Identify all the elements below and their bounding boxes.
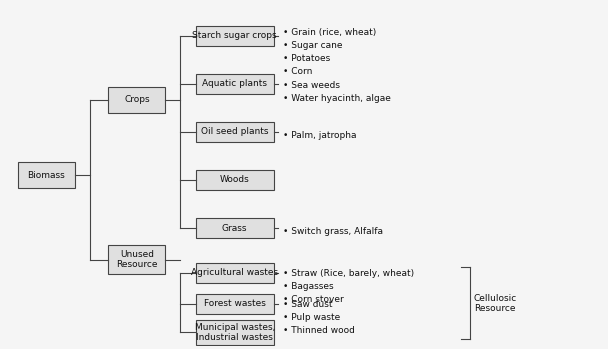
FancyBboxPatch shape <box>196 263 274 283</box>
Text: Forest wastes: Forest wastes <box>204 299 266 308</box>
Text: Cellulosic
Resource: Cellulosic Resource <box>474 294 517 313</box>
Text: • Water hyacinth, algae: • Water hyacinth, algae <box>283 94 391 103</box>
FancyBboxPatch shape <box>196 218 274 238</box>
Text: Woods: Woods <box>220 176 250 185</box>
Text: • Sugar cane: • Sugar cane <box>283 41 342 50</box>
Text: Grass: Grass <box>222 224 247 232</box>
Text: Starch sugar crops: Starch sugar crops <box>192 31 277 40</box>
Text: • Corn: • Corn <box>283 67 313 76</box>
Text: • Palm, jatropha: • Palm, jatropha <box>283 131 356 140</box>
FancyBboxPatch shape <box>196 170 274 190</box>
FancyBboxPatch shape <box>196 294 274 314</box>
Text: Agricultural wastes: Agricultural wastes <box>191 268 278 277</box>
Text: Municipal wastes,
Industrial wastes: Municipal wastes, Industrial wastes <box>195 323 275 342</box>
Text: • Sea weeds: • Sea weeds <box>283 81 340 90</box>
Text: • Thinned wood: • Thinned wood <box>283 326 355 335</box>
Text: • Switch grass, Alfalfa: • Switch grass, Alfalfa <box>283 227 383 236</box>
FancyBboxPatch shape <box>108 245 165 274</box>
FancyBboxPatch shape <box>108 87 165 113</box>
Text: Biomass: Biomass <box>27 171 65 180</box>
Text: Unused
Resource: Unused Resource <box>116 250 157 269</box>
FancyBboxPatch shape <box>18 163 75 188</box>
FancyBboxPatch shape <box>196 122 274 142</box>
FancyBboxPatch shape <box>196 26 274 46</box>
Text: • Corn stover: • Corn stover <box>283 295 344 304</box>
FancyBboxPatch shape <box>196 320 274 344</box>
Text: • Potatoes: • Potatoes <box>283 54 330 63</box>
Text: • Saw dust: • Saw dust <box>283 300 333 309</box>
FancyBboxPatch shape <box>196 74 274 94</box>
Text: • Straw (Rice, barely, wheat): • Straw (Rice, barely, wheat) <box>283 269 414 278</box>
Text: • Pulp waste: • Pulp waste <box>283 313 340 322</box>
Text: • Bagasses: • Bagasses <box>283 282 334 291</box>
Text: • Grain (rice, wheat): • Grain (rice, wheat) <box>283 28 376 37</box>
Text: Crops: Crops <box>124 95 150 104</box>
Text: Oil seed plants: Oil seed plants <box>201 127 269 136</box>
Text: Aquatic plants: Aquatic plants <box>202 79 268 88</box>
